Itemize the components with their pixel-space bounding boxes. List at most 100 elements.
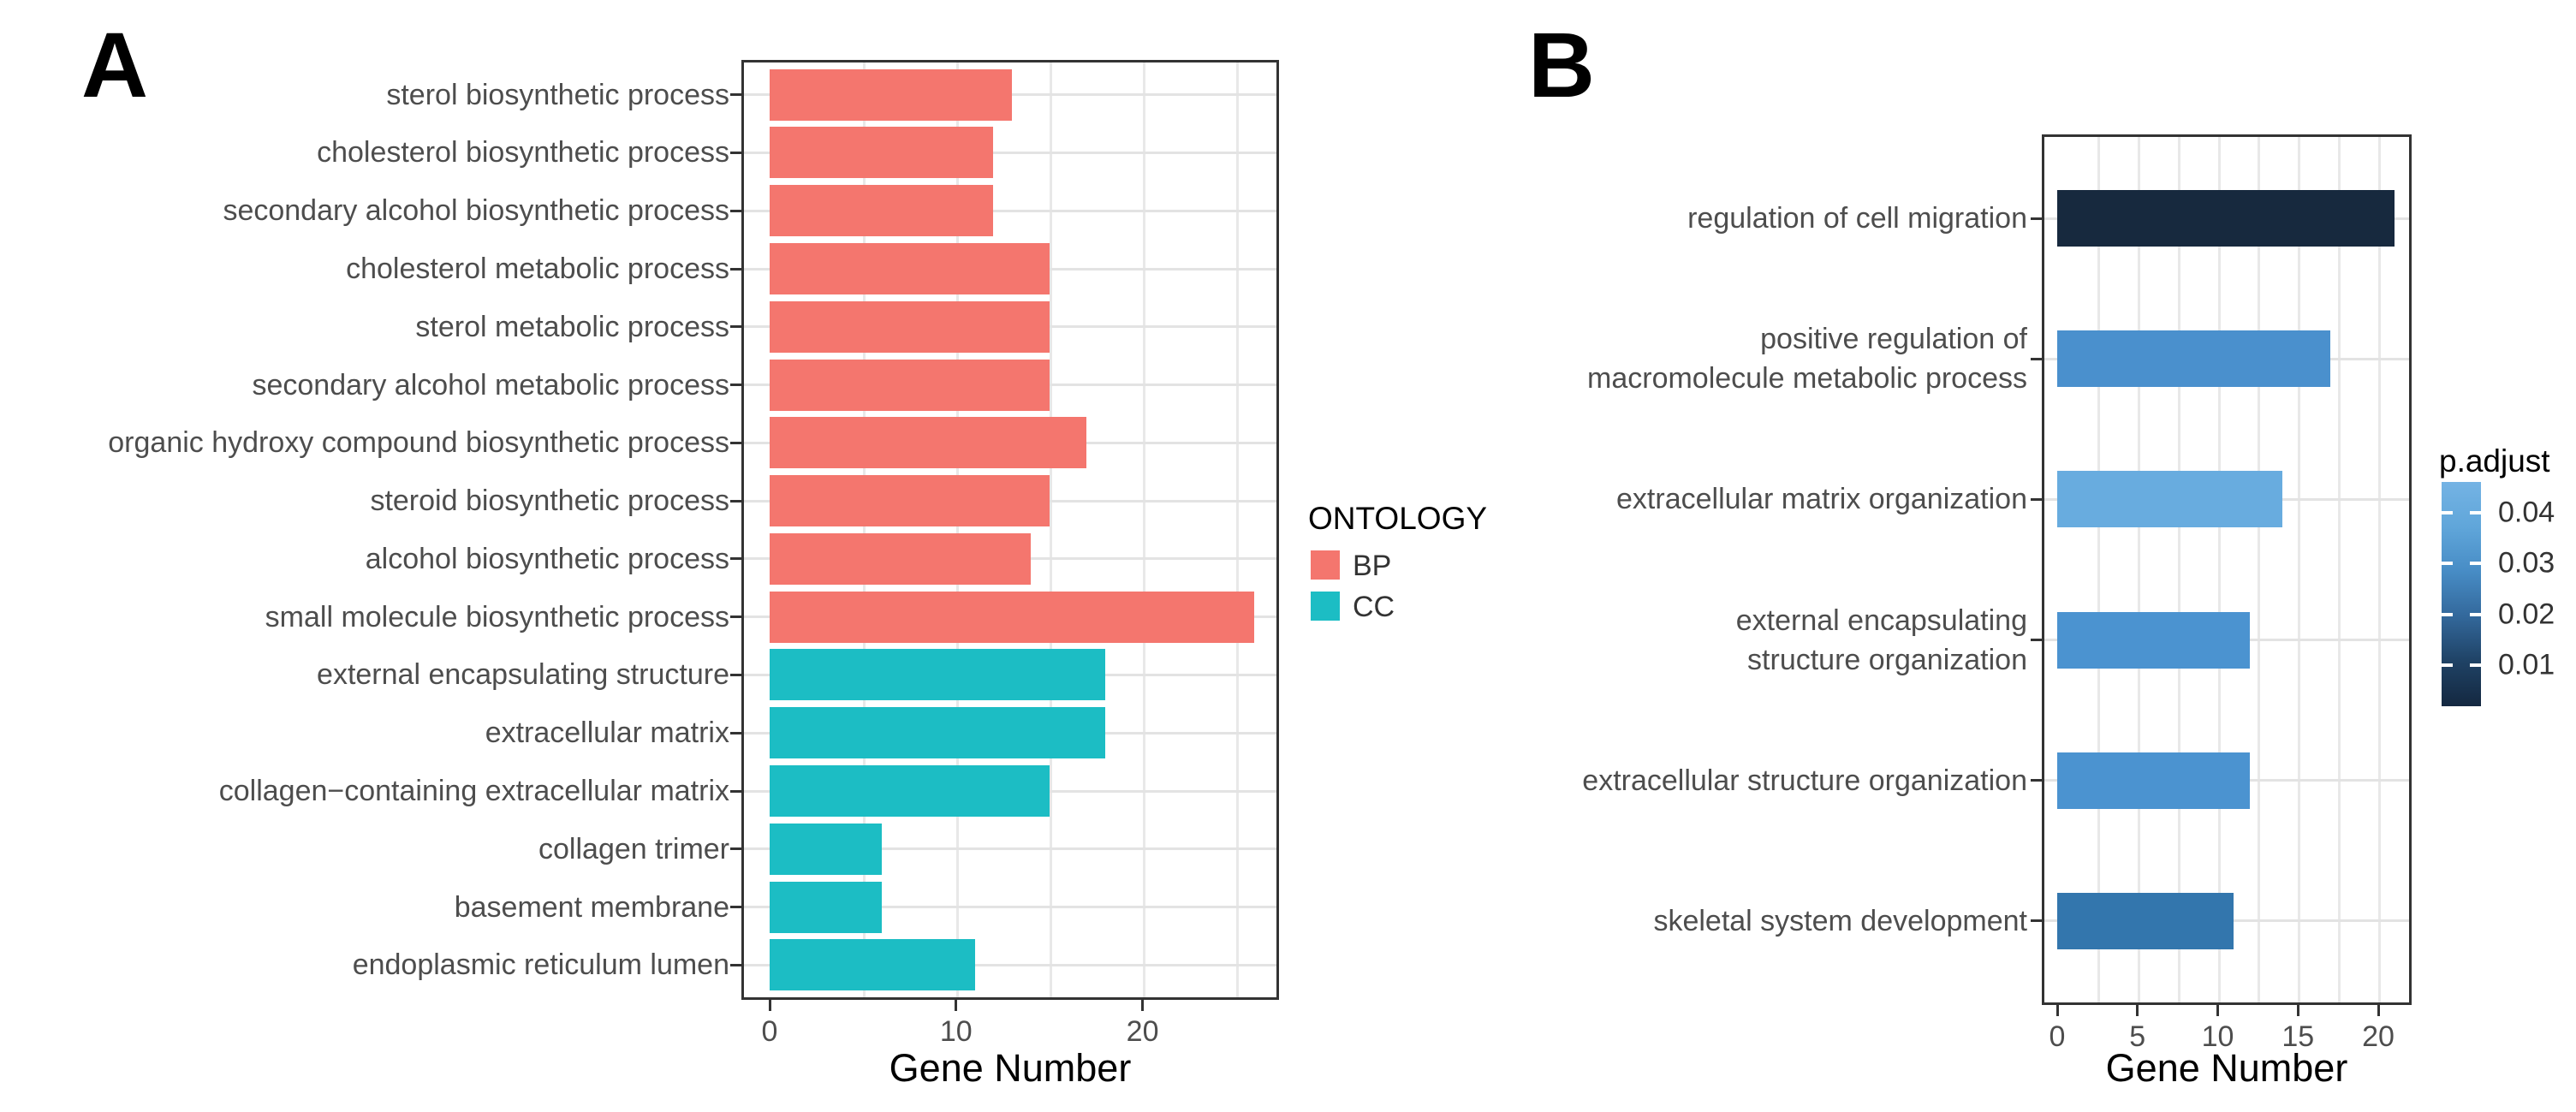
bar-a-8	[770, 532, 1031, 585]
bar-a-5	[770, 359, 1050, 411]
padjust-legend-title: p.adjust	[2439, 443, 2550, 479]
padjust-tick-label: 0.04	[2498, 496, 2555, 529]
y-axis-tick	[730, 384, 741, 387]
gridline-vertical	[2338, 137, 2341, 1002]
legend-label-bp: BP	[1353, 550, 1392, 582]
gridline-vertical	[862, 62, 866, 997]
category-label-line: sterol metabolic process	[415, 310, 729, 343]
category-label-line: regulation of cell migration	[1687, 202, 2027, 235]
x-axis-tick	[1141, 1000, 1145, 1011]
category-label: sterol metabolic process	[10, 307, 729, 347]
panel-a-letter: A	[81, 13, 148, 116]
category-label-line: extracellular structure organization	[1582, 764, 2027, 797]
y-axis-tick	[2031, 217, 2042, 220]
x-tick-label: 5	[2129, 1020, 2146, 1053]
bar-a-7	[770, 475, 1050, 527]
bar-a-13	[770, 823, 882, 875]
x-tick-label: 0	[761, 1015, 778, 1048]
category-label-line: basement membrane	[454, 890, 729, 924]
padjust-colorbar	[2442, 482, 2481, 706]
gridline-vertical	[2097, 137, 2100, 1002]
category-label: extracellular matrix	[10, 713, 729, 752]
category-label-line: extracellular matrix organization	[1616, 483, 2027, 516]
gridline-vertical	[2137, 137, 2140, 1002]
category-label: endoplasmic reticulum lumen	[10, 945, 729, 984]
bar-b-3	[2057, 611, 2250, 669]
padjust-tick-left	[2442, 663, 2453, 667]
bar-a-3	[770, 243, 1050, 294]
category-label: secondary alcohol metabolic process	[10, 366, 729, 405]
category-label: organic hydroxy compound biosynthetic pr…	[10, 423, 729, 462]
gridline-vertical	[2258, 137, 2261, 1002]
category-label-line: secondary alcohol metabolic process	[252, 368, 729, 401]
y-axis-tick	[730, 267, 741, 271]
x-tick-label: 15	[2282, 1020, 2315, 1053]
padjust-tick-right	[2470, 562, 2481, 565]
y-axis-tick	[730, 789, 741, 793]
padjust-tick-left	[2442, 562, 2453, 565]
category-label: small molecule biosynthetic process	[10, 598, 729, 637]
bar-a-0	[770, 68, 1013, 121]
x-axis-tick	[2296, 1005, 2299, 1016]
category-label-line: collagen−containing extracellular matrix	[218, 775, 729, 807]
legend-swatch-cc	[1311, 592, 1340, 621]
x-tick-label: 10	[2201, 1020, 2234, 1053]
category-label: alcohol biosynthetic process	[10, 539, 729, 579]
category-label-line: external encapsulating structure	[317, 658, 729, 692]
y-axis-tick	[730, 209, 741, 212]
bar-a-9	[770, 591, 1255, 643]
panel-b-plot-area	[2042, 134, 2412, 1005]
gridline-horizontal	[744, 963, 1276, 966]
gridline-vertical	[2177, 137, 2180, 1002]
x-tick-label: 10	[939, 1015, 973, 1048]
gridline-horizontal	[744, 906, 1276, 909]
category-label: positive regulation of macromolecule meta…	[1548, 319, 2027, 398]
x-axis-tick	[768, 1000, 771, 1011]
y-axis-tick	[730, 325, 741, 329]
y-axis-tick	[730, 441, 741, 444]
category-label: cholesterol metabolic process	[10, 249, 729, 288]
category-label-line: organic hydroxy compound biosynthetic pr…	[108, 426, 729, 460]
x-tick-label: 0	[2049, 1020, 2066, 1053]
y-axis-tick	[730, 557, 741, 561]
y-axis-tick	[2031, 779, 2042, 782]
y-axis-tick	[2031, 497, 2042, 501]
y-axis-tick	[730, 847, 741, 851]
category-label: secondary alcohol biosynthetic process	[10, 191, 729, 230]
category-label: extracellular matrix organization	[1548, 479, 2027, 519]
padjust-tick-label: 0.03	[2498, 546, 2555, 580]
gridline-vertical	[1049, 62, 1052, 997]
category-label-line: endoplasmic reticulum lumen	[352, 948, 729, 982]
bar-a-2	[770, 185, 994, 237]
bar-a-10	[770, 649, 1106, 701]
category-label: regulation of cell migration	[1548, 199, 2027, 238]
y-axis-tick	[730, 963, 741, 966]
x-axis-tick	[2216, 1005, 2219, 1016]
category-label: collagen−containing extracellular matrix	[10, 771, 729, 811]
y-axis-tick	[730, 151, 741, 154]
padjust-tick-left	[2442, 613, 2453, 616]
y-axis-tick	[730, 731, 741, 734]
category-label: cholesterol biosynthetic process	[10, 133, 729, 172]
category-label: steroid biosynthetic process	[10, 481, 729, 520]
y-axis-tick	[2031, 919, 2042, 923]
bar-a-1	[770, 127, 994, 179]
category-label: sterol biosynthetic process	[10, 75, 729, 115]
x-axis-tick	[2055, 1005, 2059, 1016]
padjust-tick-right	[2470, 663, 2481, 667]
bar-b-2	[2057, 471, 2282, 528]
category-label: basement membrane	[10, 888, 729, 927]
y-axis-tick	[730, 673, 741, 676]
panel-a-x-axis-title: Gene Number	[889, 1046, 1132, 1090]
panel-b-x-axis-title: Gene Number	[2105, 1046, 2348, 1090]
x-axis-tick	[2377, 1005, 2380, 1016]
x-axis-tick	[955, 1000, 958, 1011]
ontology-legend-title: ONTOLOGY	[1308, 501, 1488, 536]
category-label-line: cholesterol metabolic process	[346, 253, 729, 285]
bar-b-5	[2057, 892, 2234, 949]
category-label-line: macromolecule metabolic process	[1587, 362, 2027, 395]
gridline-vertical	[2217, 137, 2221, 1002]
y-axis-tick	[730, 499, 741, 502]
gridline-horizontal	[744, 209, 1276, 212]
category-label-line: external encapsulating	[1735, 604, 2027, 637]
